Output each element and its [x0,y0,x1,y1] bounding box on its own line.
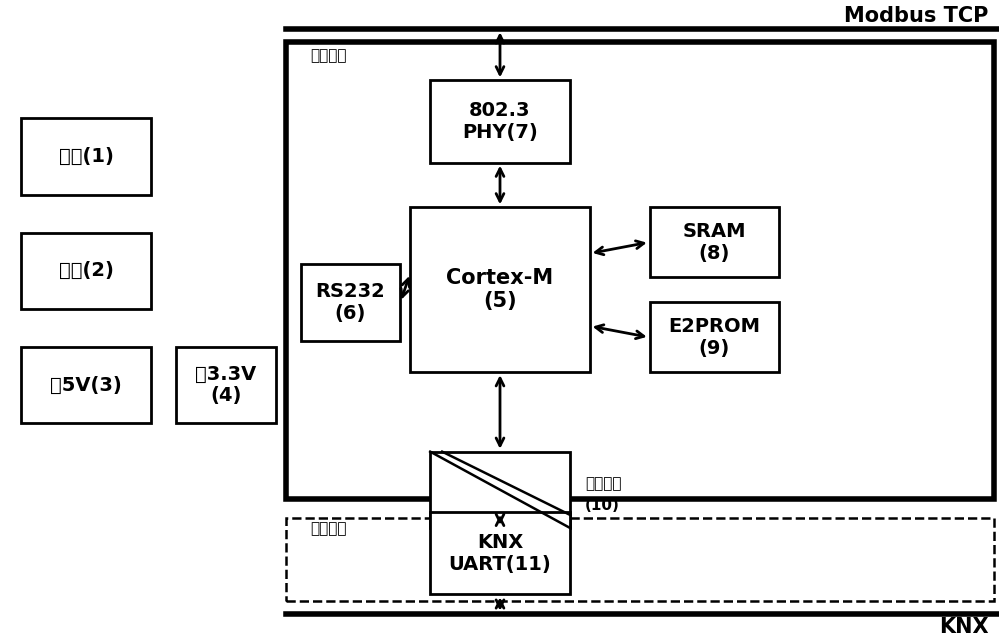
Text: Cortex-M
(5): Cortex-M (5) [446,268,554,311]
Bar [176,347,276,423]
Bar [21,233,151,309]
Text: 转3.3V
(4): 转3.3V (4) [195,365,256,406]
Bar [21,347,151,423]
Text: SRAM
(8): SRAM (8) [683,222,746,262]
Bar [286,42,994,499]
Text: KNX
UART(11): KNX UART(11) [449,533,551,574]
Bar [430,80,570,163]
Text: 滤波(2): 滤波(2) [59,261,114,280]
Text: RS232
(6): RS232 (6) [316,282,385,323]
Bar [301,264,400,341]
Text: 磁耦隔离: 磁耦隔离 [585,476,621,491]
Text: Modbus TCP: Modbus TCP [844,6,989,26]
Bar [650,207,779,277]
Text: KNX: KNX [939,617,989,637]
Bar [430,512,570,595]
Bar [650,302,779,372]
Bar [430,451,570,528]
Text: 系统电源: 系统电源 [311,48,347,64]
Text: 802.3
PHY(7): 802.3 PHY(7) [462,101,538,142]
Text: E2PROM
(9): E2PROM (9) [668,317,760,358]
Bar [410,207,590,372]
Text: 转5V(3): 转5V(3) [50,376,122,395]
Text: 整流(1): 整流(1) [59,147,114,166]
Text: 隔离电源: 隔离电源 [311,521,347,536]
Bar [21,118,151,195]
Text: (10): (10) [585,498,620,513]
Bar [286,518,994,601]
